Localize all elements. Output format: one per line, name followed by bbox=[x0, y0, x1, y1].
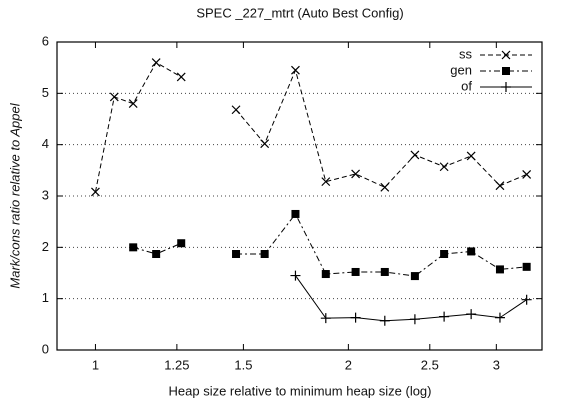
x-tick-label: 2.5 bbox=[421, 357, 439, 372]
marker bbox=[351, 169, 361, 179]
legend-marker bbox=[502, 67, 510, 75]
marker bbox=[321, 270, 330, 279]
marker bbox=[410, 272, 419, 281]
y-tick-label: 5 bbox=[42, 85, 49, 100]
marker bbox=[291, 65, 300, 75]
chart-title: SPEC _227_mtrt (Auto Best Config) bbox=[196, 5, 403, 20]
marker bbox=[152, 250, 161, 259]
marker bbox=[494, 312, 505, 323]
y-axis-label: Mark/cons ratio relative to Appel bbox=[7, 102, 22, 288]
plot-frame bbox=[56, 41, 543, 351]
marker bbox=[410, 150, 420, 160]
y-tick-label: 3 bbox=[42, 187, 49, 202]
marker bbox=[440, 250, 449, 259]
marker bbox=[380, 267, 389, 276]
y-tick-label: 1 bbox=[42, 290, 49, 305]
marker bbox=[439, 311, 450, 322]
marker bbox=[177, 239, 186, 248]
marker bbox=[351, 267, 360, 276]
marker bbox=[379, 315, 390, 326]
marker bbox=[522, 170, 532, 179]
marker bbox=[522, 262, 531, 271]
marker bbox=[439, 162, 449, 172]
marker bbox=[467, 247, 476, 256]
x-axis-label: Heap size relative to minimum heap size … bbox=[169, 383, 432, 398]
y-tick-label: 6 bbox=[42, 33, 49, 48]
legend-label: ss bbox=[459, 46, 473, 61]
marker bbox=[466, 151, 476, 161]
marker bbox=[321, 177, 331, 187]
marker bbox=[290, 270, 301, 281]
x-tick-label: 1 bbox=[92, 357, 99, 372]
marker bbox=[109, 92, 119, 102]
series-line bbox=[295, 275, 527, 322]
y-tick-label: 4 bbox=[42, 136, 49, 151]
series-line bbox=[133, 213, 527, 277]
legend-label: of bbox=[461, 78, 472, 93]
marker bbox=[176, 72, 186, 82]
marker bbox=[291, 209, 300, 218]
marker bbox=[320, 313, 331, 324]
marker bbox=[409, 314, 420, 325]
marker bbox=[232, 250, 241, 259]
legend-label: gen bbox=[450, 62, 472, 77]
marker bbox=[495, 181, 505, 191]
marker bbox=[380, 182, 390, 192]
legend-marker bbox=[501, 82, 511, 92]
y-tick-label: 2 bbox=[42, 239, 49, 254]
y-tick-label: 0 bbox=[42, 341, 49, 356]
x-tick-label: 1.5 bbox=[234, 357, 252, 372]
x-tick-label: 2 bbox=[345, 357, 352, 372]
x-tick-label: 3 bbox=[493, 357, 500, 372]
marker bbox=[129, 243, 138, 252]
marker bbox=[151, 58, 161, 67]
marker bbox=[260, 139, 270, 149]
marker bbox=[128, 99, 138, 109]
marker bbox=[521, 294, 532, 305]
x-tick-label: 1.25 bbox=[164, 357, 189, 372]
marker bbox=[495, 265, 504, 274]
marker bbox=[260, 250, 269, 259]
marker bbox=[466, 309, 477, 320]
marker bbox=[91, 187, 100, 197]
marker bbox=[231, 105, 241, 115]
marker bbox=[350, 312, 361, 323]
legend-marker bbox=[501, 50, 511, 60]
